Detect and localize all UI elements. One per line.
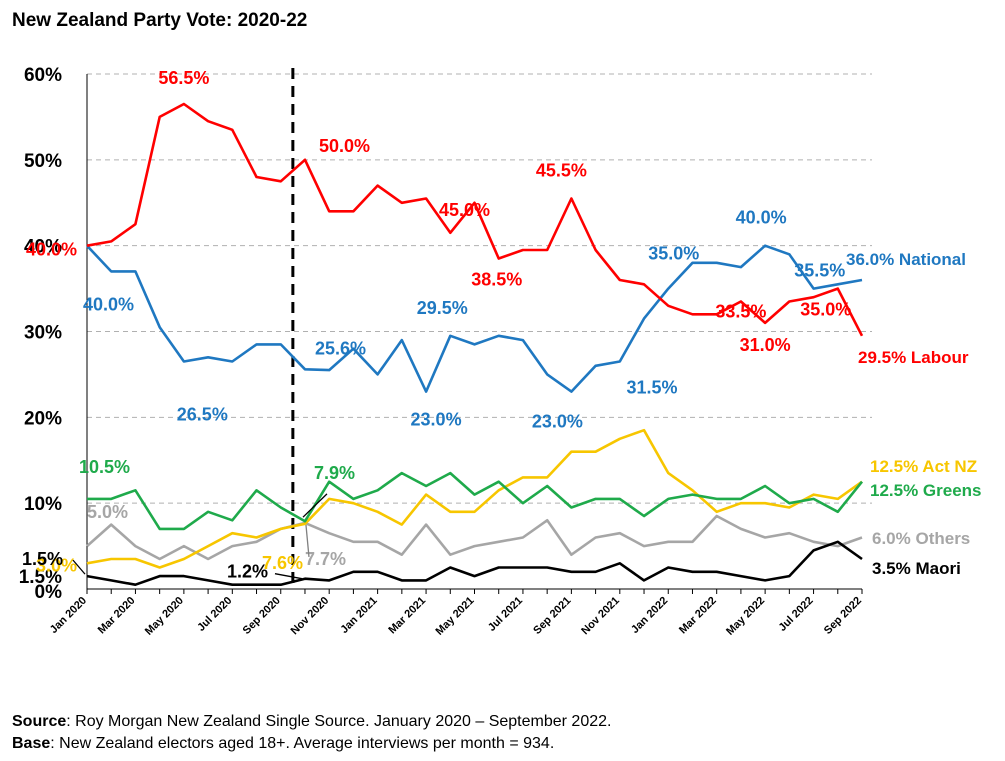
x-tick-label-may-2020: May 2020 (143, 595, 186, 638)
data-label-national-40-0: 40.0% (736, 208, 787, 228)
y-tick-label-20: 20% (24, 408, 62, 429)
base-text: : New Zealand electors aged 18+. Average… (50, 735, 555, 752)
data-label-labour-45-5: 45.5% (536, 160, 587, 180)
x-tick-label-nov-2021: Nov 2021 (579, 595, 622, 638)
x-tick-label-jul-2020: Jul 2020 (195, 595, 234, 634)
series-line-national (86, 244, 863, 393)
data-label-others-7-7: 7.7% (305, 549, 346, 569)
x-tick-label-may-2022: May 2022 (724, 595, 767, 638)
chart-title: New Zealand Party Vote: 2020-22 (12, 10, 308, 31)
series-line-maori (86, 540, 863, 587)
x-tick-label-jul-2022: Jul 2022 (776, 595, 815, 634)
y-tick-label-50: 50% (24, 151, 62, 172)
data-label-labour-33-5: 33.5% (715, 301, 766, 321)
end-label-national: 36.0% National (846, 250, 966, 269)
end-label-act-nz: 12.5% Act NZ (870, 457, 977, 476)
series-line-others (86, 514, 863, 561)
leader-greens-oct-2020 (302, 493, 328, 518)
data-label-national-23-0: 23.0% (532, 412, 583, 432)
source-text: : Roy Morgan New Zealand Single Source. … (66, 713, 612, 730)
data-label-national-25-6: 25.6% (315, 338, 366, 358)
data-label-national-29-5: 29.5% (417, 298, 468, 318)
series-line-labour (86, 102, 864, 337)
x-tick-label-sep-2022: Sep 2022 (822, 595, 864, 637)
x-tick-label-nov-2020: Nov 2020 (289, 595, 332, 638)
leader-maori-oct-2020 (274, 573, 303, 580)
data-label-labour-40-0: 40.0% (26, 240, 77, 260)
y-tick-label-60: 60% (24, 65, 62, 86)
end-label-greens: 12.5% Greens (870, 481, 982, 500)
data-label-act-nz-7-6: 7.6% (262, 553, 303, 573)
source-label: Source (12, 713, 67, 730)
y-tick-label-0: 0% (35, 582, 63, 603)
data-label-national-31-5: 31.5% (627, 378, 678, 398)
base-label: Base (12, 735, 51, 752)
data-label-others-5-0: 5.0% (87, 502, 128, 522)
x-tick-label-jan-2021: Jan 2021 (338, 595, 379, 636)
y-tick-label-40: 40% (24, 237, 62, 258)
end-label-maori: 3.5% Maori (872, 559, 961, 578)
line-chart: 0%1.5%10%20%30%40%50%60%Jan 2020 Mar 2020… (19, 65, 982, 638)
data-label-labour-31-0: 31.0% (740, 335, 791, 355)
y-tick-label-30: 30% (24, 323, 62, 344)
x-tick-label-sep-2021: Sep 2021 (531, 595, 573, 637)
x-tick-label-mar-2020: Mar 2020 (96, 595, 138, 637)
data-label-labour-35-0: 35.0% (800, 300, 851, 320)
x-tick-label-sep-2020: Sep 2020 (241, 595, 283, 637)
data-label-national-23-0: 23.0% (411, 410, 462, 430)
data-label-labour-45-0: 45.0% (439, 200, 490, 220)
data-label-labour-38-5: 38.5% (471, 270, 522, 290)
data-label-national-35-0: 35.0% (648, 244, 699, 264)
end-label-labour: 29.5% Labour (858, 348, 969, 367)
y-tick-label-10: 10% (24, 494, 62, 515)
x-tick-label-jul-2021: Jul 2021 (486, 595, 525, 634)
data-label-greens-10-5: 10.5% (79, 457, 130, 477)
x-tick-label-may-2021: May 2021 (434, 595, 477, 638)
leader-others-oct-2020 (305, 524, 310, 557)
x-tick-label-mar-2021: Mar 2021 (386, 595, 428, 637)
base-note: Base: New Zealand electors aged 18+. Ave… (12, 735, 554, 753)
data-label-national-26-5: 26.5% (177, 405, 228, 425)
source-note: Source: Roy Morgan New Zealand Single So… (12, 713, 611, 731)
data-label-maori-1-5: 1.5% (22, 549, 63, 569)
leader-maori-jan-2020 (72, 559, 86, 575)
series-line-act-nz (86, 428, 863, 569)
y-tick-label-1-5: 1.5% (19, 567, 62, 588)
x-tick-label-jan-2022: Jan 2022 (629, 595, 670, 636)
data-label-national-35-5: 35.5% (794, 260, 845, 280)
x-tick-label-mar-2022: Mar 2022 (677, 595, 719, 637)
data-label-labour-56-5: 56.5% (158, 68, 209, 88)
data-label-maori-1-2: 1.2% (227, 562, 268, 582)
data-label-greens-7-9: 7.9% (314, 463, 355, 483)
data-label-national-40-0: 40.0% (83, 295, 134, 315)
data-label-act-nz-3-0: 3.0% (36, 555, 77, 575)
data-label-labour-50-0: 50.0% (319, 136, 370, 156)
end-label-others: 6.0% Others (872, 529, 970, 548)
series-line-greens (87, 471, 864, 531)
